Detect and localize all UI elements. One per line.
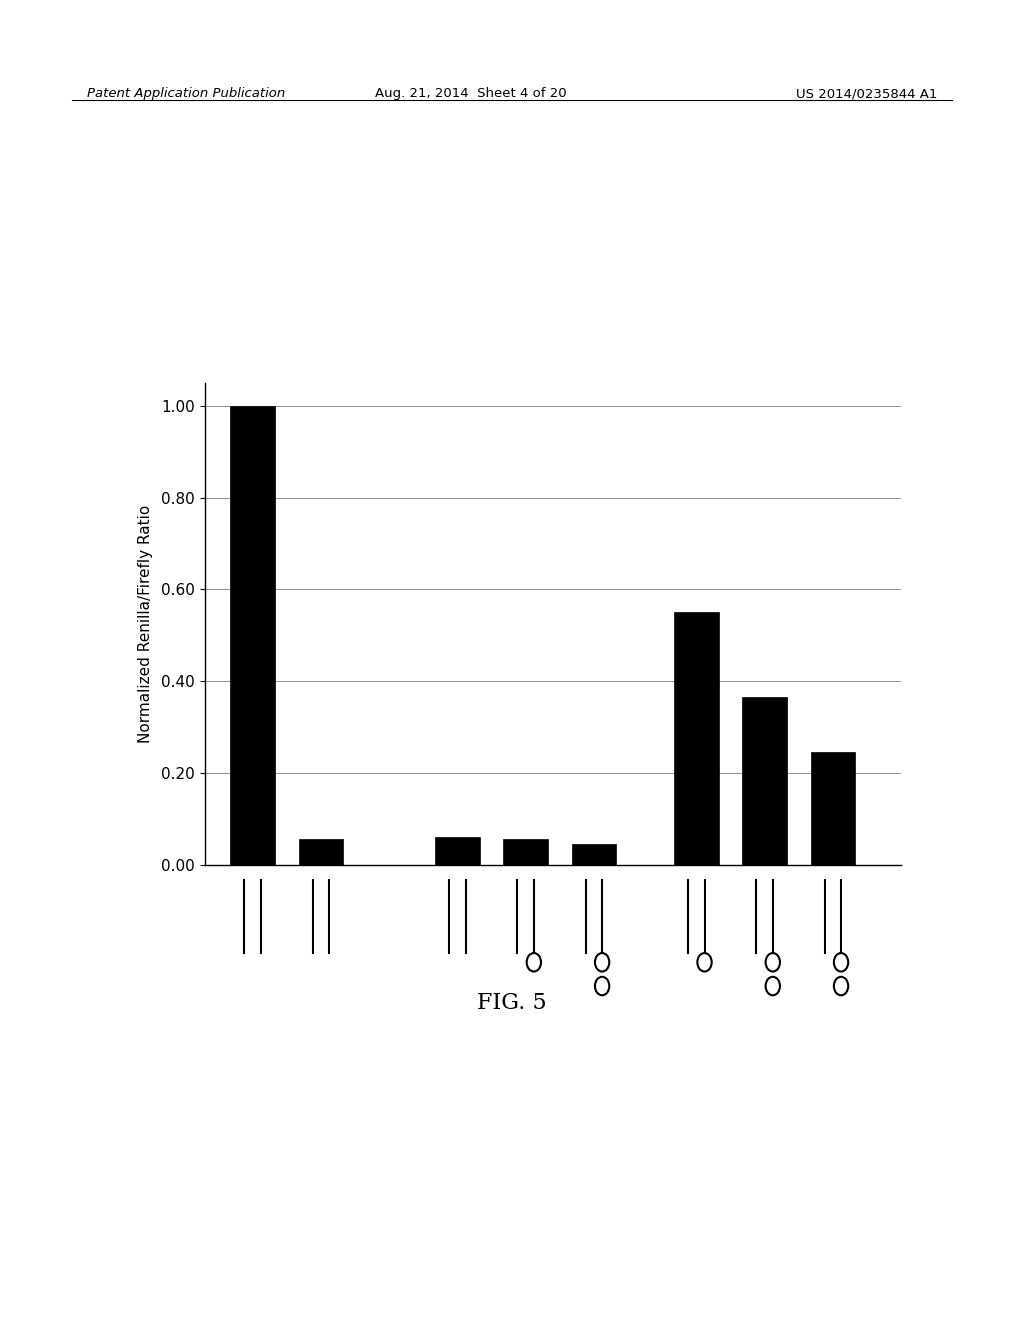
Bar bbox=[674, 612, 719, 865]
Bar bbox=[811, 752, 855, 865]
Bar bbox=[571, 843, 616, 865]
Text: Patent Application Publication: Patent Application Publication bbox=[87, 87, 286, 100]
Bar bbox=[742, 697, 786, 865]
Bar bbox=[299, 840, 343, 865]
Text: US 2014/0235844 A1: US 2014/0235844 A1 bbox=[796, 87, 937, 100]
Bar bbox=[504, 840, 548, 865]
Bar bbox=[230, 405, 274, 865]
Text: Aug. 21, 2014  Sheet 4 of 20: Aug. 21, 2014 Sheet 4 of 20 bbox=[375, 87, 567, 100]
Bar bbox=[435, 837, 479, 865]
Text: FIG. 5: FIG. 5 bbox=[477, 993, 547, 1014]
Y-axis label: Normalized Renilla/Firefly Ratio: Normalized Renilla/Firefly Ratio bbox=[138, 504, 153, 743]
